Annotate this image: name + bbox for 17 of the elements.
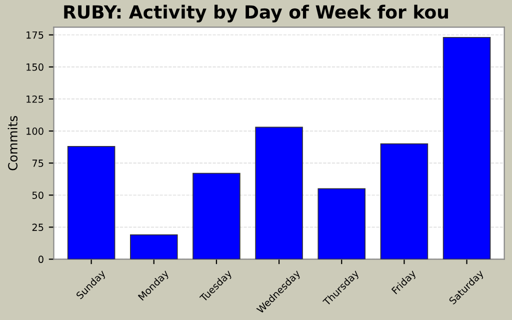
bar — [380, 143, 428, 260]
y-tick-label: 175 — [26, 31, 44, 39]
y-tick-label: 50 — [32, 192, 44, 199]
bar — [192, 172, 240, 260]
y-tick-label: 75 — [32, 160, 44, 167]
y-tick-label: 25 — [32, 224, 44, 231]
bar — [130, 234, 178, 260]
bar — [318, 188, 366, 260]
bar — [442, 37, 491, 260]
bar — [67, 146, 116, 260]
y-tick-label: 0 — [38, 256, 44, 264]
y-tick-label: 150 — [26, 63, 44, 71]
y-tick-label: 100 — [26, 128, 44, 135]
y-tick-label: 125 — [26, 95, 44, 103]
y-axis-title: Commits — [8, 116, 18, 170]
chart-title: RUBY: Activity by Day of Week for kou — [64, 4, 448, 22]
bar — [255, 126, 303, 260]
